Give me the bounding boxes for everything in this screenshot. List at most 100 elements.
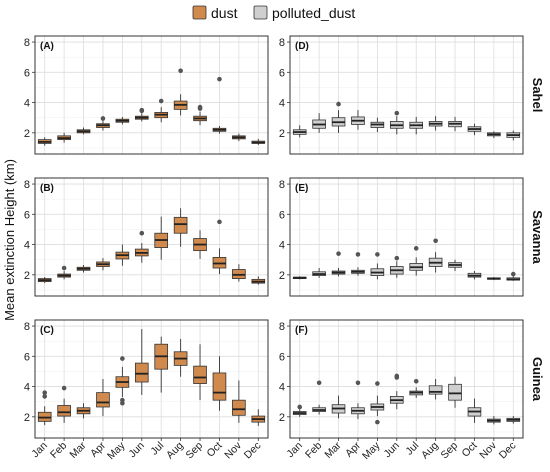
region-strip-label: Sahel xyxy=(530,78,545,113)
x-tick-label: Oct xyxy=(205,440,225,460)
box-iqr xyxy=(448,383,462,401)
panel-a: 2 4 6 8 (A) xyxy=(24,35,269,155)
box-nov xyxy=(232,264,246,282)
box-dec xyxy=(251,276,266,285)
y-tick-label: 4 xyxy=(279,382,285,394)
outlier-point xyxy=(217,76,222,82)
box-jul xyxy=(409,116,424,135)
box-feb xyxy=(312,380,326,415)
x-tick-label: Sep xyxy=(438,440,460,462)
panel-background xyxy=(289,177,524,297)
outlier-point xyxy=(100,116,106,121)
x-tick-label: Mar xyxy=(322,439,344,461)
box-mar xyxy=(76,127,91,135)
panel-border xyxy=(289,35,524,155)
box-sep xyxy=(448,116,462,132)
box-mar xyxy=(331,251,346,277)
outlier-point xyxy=(158,98,164,104)
x-tick-label: Apr xyxy=(88,439,108,459)
y-tick-label: 4 xyxy=(24,240,30,252)
panel-border xyxy=(34,319,269,439)
box-nov xyxy=(487,131,501,139)
box-iqr xyxy=(232,399,246,416)
x-tick-label: Oct xyxy=(460,440,480,460)
x-tick-label: Jun xyxy=(126,440,147,461)
outlier-point xyxy=(42,390,48,395)
x-tick-label: Aug xyxy=(419,440,441,462)
panel-tag: (A) xyxy=(40,41,54,52)
x-tick-label: Jan xyxy=(29,440,50,461)
outlier-point xyxy=(375,252,380,257)
region-strip-label: Savanna xyxy=(530,210,545,264)
x-tick-label: Dec xyxy=(497,440,519,462)
box-sep xyxy=(193,230,207,259)
outlier-point xyxy=(61,385,67,391)
box-apr xyxy=(351,252,365,276)
panel-d: 2 4 6 8 (D) Sahel xyxy=(279,35,545,155)
box-oct xyxy=(467,398,482,423)
x-tick-label: Mar xyxy=(67,439,89,461)
box-nov xyxy=(232,133,246,142)
box-feb xyxy=(312,268,326,278)
box-mar xyxy=(76,264,91,273)
outlier-point xyxy=(394,373,400,379)
outlier-point xyxy=(510,271,516,277)
box-dec xyxy=(506,130,521,141)
box-may xyxy=(370,252,385,280)
y-tick-label: 4 xyxy=(279,98,285,110)
box-sep xyxy=(448,259,462,272)
y-tick-label: 2 xyxy=(24,128,30,140)
outlier-point xyxy=(355,380,361,386)
x-tick-label: Jul xyxy=(148,440,166,458)
panel-border xyxy=(289,319,524,439)
panel-background xyxy=(289,319,524,439)
y-tick-label: 8 xyxy=(279,321,285,333)
x-tick-label: May xyxy=(360,439,383,462)
box-jan xyxy=(37,137,52,146)
box-jun xyxy=(134,230,149,263)
box-oct xyxy=(467,271,482,280)
x-tick-label: Apr xyxy=(343,439,363,459)
y-tick-label: 4 xyxy=(24,98,30,110)
box-iqr xyxy=(193,365,207,384)
outlier-point xyxy=(42,394,48,399)
x-tick-label: Feb xyxy=(303,440,324,461)
box-iqr xyxy=(428,385,443,395)
legend-swatch-polluted-dust xyxy=(253,5,268,20)
box-mar xyxy=(76,403,91,419)
y-tick-label: 6 xyxy=(279,67,285,79)
outlier-point xyxy=(61,265,67,271)
panel-tag: (F) xyxy=(295,325,308,336)
outlier-point xyxy=(413,246,419,251)
outlier-point xyxy=(375,419,380,425)
legend-label-dust: dust xyxy=(211,5,238,21)
box-may xyxy=(370,381,385,425)
y-tick-label: 4 xyxy=(24,382,30,394)
x-tick-label: Dec xyxy=(242,440,264,462)
panel-tag: (C) xyxy=(40,325,54,336)
outlier-point xyxy=(375,381,380,386)
y-tick-label: 4 xyxy=(279,240,285,252)
box-dec xyxy=(251,409,266,426)
legend-swatch-dust xyxy=(192,5,207,20)
outlier-point xyxy=(413,378,419,384)
outlier-point xyxy=(139,107,145,113)
y-tick-label: 8 xyxy=(24,179,30,191)
outlier-point xyxy=(178,68,183,74)
panel-border xyxy=(34,177,269,297)
box-aug xyxy=(173,338,188,377)
box-jun xyxy=(134,329,149,395)
box-aug xyxy=(428,238,443,273)
box-oct xyxy=(212,76,227,134)
box-may xyxy=(370,117,385,133)
x-tick-label: Aug xyxy=(164,440,186,462)
y-tick-label: 2 xyxy=(279,270,285,282)
box-aug xyxy=(428,379,443,400)
outlier-point xyxy=(433,238,438,244)
box-iqr xyxy=(212,372,227,401)
box-jul xyxy=(154,216,169,260)
panel-b: 2 4 6 8 (B) xyxy=(24,177,269,297)
panel-background xyxy=(289,35,524,155)
box-apr xyxy=(96,116,110,131)
